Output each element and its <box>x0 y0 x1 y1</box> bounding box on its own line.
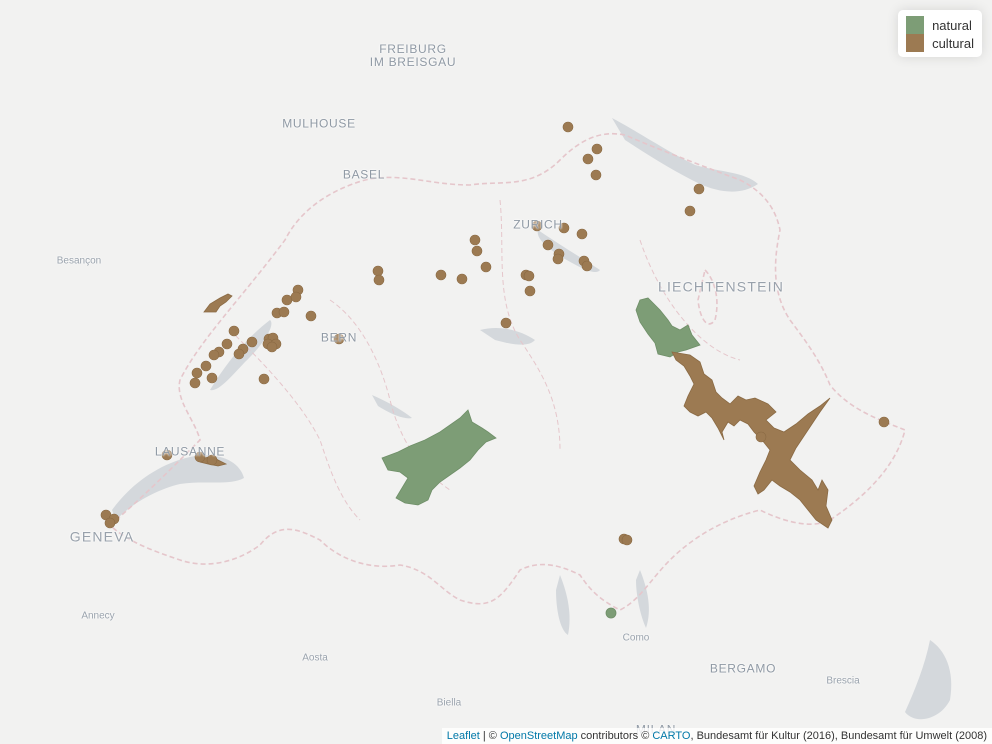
lake-lucerne <box>480 328 535 345</box>
cultural-point[interactable] <box>161 449 173 461</box>
cultural-point[interactable] <box>221 338 233 350</box>
cultural-point[interactable] <box>693 183 705 195</box>
place-label: LAUSANNE <box>154 444 226 459</box>
cultural-point[interactable] <box>755 431 767 443</box>
osm-link[interactable]: OpenStreetMap <box>499 730 578 742</box>
place-label: LIECHTENSTEIN <box>657 278 785 295</box>
cultural-point[interactable] <box>104 517 116 529</box>
cultural-point[interactable] <box>576 228 588 240</box>
cultural-point[interactable] <box>372 265 384 277</box>
place-label: Annecy <box>81 610 115 622</box>
legend-item-cultural: cultural <box>906 34 974 52</box>
legend-item-natural: natural <box>906 16 974 34</box>
cultural-point[interactable] <box>281 294 293 306</box>
cultural-point[interactable] <box>435 269 447 281</box>
cultural-point[interactable] <box>591 143 603 155</box>
cultural-point[interactable] <box>206 454 218 466</box>
legend-swatch-cultural <box>906 34 925 52</box>
cultural-point[interactable] <box>189 377 201 389</box>
attribution-contributors: contributors © <box>577 730 653 742</box>
canton-border-3 <box>639 239 741 361</box>
lake-maggiore <box>556 575 570 635</box>
attribution-separator: | © <box>479 730 500 742</box>
cultural-point[interactable] <box>373 274 385 286</box>
cultural-point[interactable] <box>200 360 212 372</box>
place-label: Biella <box>436 697 462 709</box>
cultural-point[interactable] <box>266 341 278 353</box>
canton-border-2 <box>499 199 561 451</box>
canton-border-4 <box>229 329 361 521</box>
place-label: BASEL <box>342 167 386 182</box>
cultural-point[interactable] <box>552 253 564 265</box>
map-legend: natural cultural <box>898 10 982 57</box>
cultural-point[interactable] <box>233 348 245 360</box>
cultural-point[interactable] <box>524 285 536 297</box>
cultural-point[interactable] <box>206 372 218 384</box>
place-label: Besançon <box>56 255 102 267</box>
cultural-point[interactable] <box>305 310 317 322</box>
place-label: Como <box>622 632 650 644</box>
swiss-border <box>108 133 906 611</box>
place-label: FREIBURG IM BREISGAU <box>369 42 457 69</box>
cultural-site-pile-dwellings-a[interactable] <box>203 293 233 313</box>
map-attribution: Leaflet | © OpenStreetMap contributors ©… <box>441 728 992 744</box>
cultural-point[interactable] <box>246 336 258 348</box>
cultural-point[interactable] <box>480 261 492 273</box>
place-label: ZURICH <box>513 217 563 232</box>
lake-garda <box>905 640 952 720</box>
cultural-point[interactable] <box>191 367 203 379</box>
cultural-point[interactable] <box>208 349 220 361</box>
natural-site-sardona[interactable] <box>635 297 701 358</box>
natural-site-jungfrau-aletsch[interactable] <box>381 409 497 506</box>
place-label: GENEVA <box>69 528 135 545</box>
cultural-points <box>100 121 890 546</box>
cultural-point[interactable] <box>471 245 483 257</box>
cultural-point[interactable] <box>684 205 696 217</box>
lake-thun <box>372 395 412 419</box>
place-label: Brescia <box>826 675 860 687</box>
cultural-point[interactable] <box>278 306 290 318</box>
cultural-point[interactable] <box>469 234 481 246</box>
natural-site-monte-san-giorgio[interactable] <box>605 607 617 619</box>
place-label: BERGAMO <box>709 661 777 676</box>
place-label: MULHOUSE <box>282 116 356 131</box>
cultural-point[interactable] <box>258 373 270 385</box>
cultural-point[interactable] <box>290 291 302 303</box>
lake-constance <box>612 118 758 192</box>
legend-label-cultural: cultural <box>932 35 974 51</box>
attribution-sources: , Bundesamt für Kultur (2016), Bundesamt… <box>690 730 987 742</box>
cultural-point[interactable] <box>194 451 206 463</box>
cultural-point[interactable] <box>590 169 602 181</box>
natural-sites <box>381 297 701 619</box>
lake-como <box>636 570 649 628</box>
cultural-point[interactable] <box>558 222 570 234</box>
cultural-point[interactable] <box>456 273 468 285</box>
cultural-point[interactable] <box>333 333 345 345</box>
leaflet-link[interactable]: Leaflet <box>446 730 480 742</box>
lake-geneva <box>112 455 244 520</box>
cultural-point[interactable] <box>542 239 554 251</box>
place-label: BERN <box>320 330 358 345</box>
carto-link[interactable]: CARTO <box>652 730 691 742</box>
cultural-point[interactable] <box>878 416 890 428</box>
cultural-point[interactable] <box>581 260 593 272</box>
cultural-point[interactable] <box>582 153 594 165</box>
cultural-point[interactable] <box>562 121 574 133</box>
place-label: Aosta <box>302 652 328 664</box>
lakes <box>112 118 952 720</box>
cultural-site-rhaetian-railway[interactable] <box>671 351 833 529</box>
cultural-point[interactable] <box>523 270 535 282</box>
cultural-point[interactable] <box>500 317 512 329</box>
cultural-point[interactable] <box>531 220 543 232</box>
legend-swatch-natural <box>906 16 925 34</box>
cultural-point[interactable] <box>621 534 633 546</box>
legend-label-natural: natural <box>932 17 972 33</box>
cultural-point[interactable] <box>228 325 240 337</box>
cultural-sites <box>197 293 833 529</box>
